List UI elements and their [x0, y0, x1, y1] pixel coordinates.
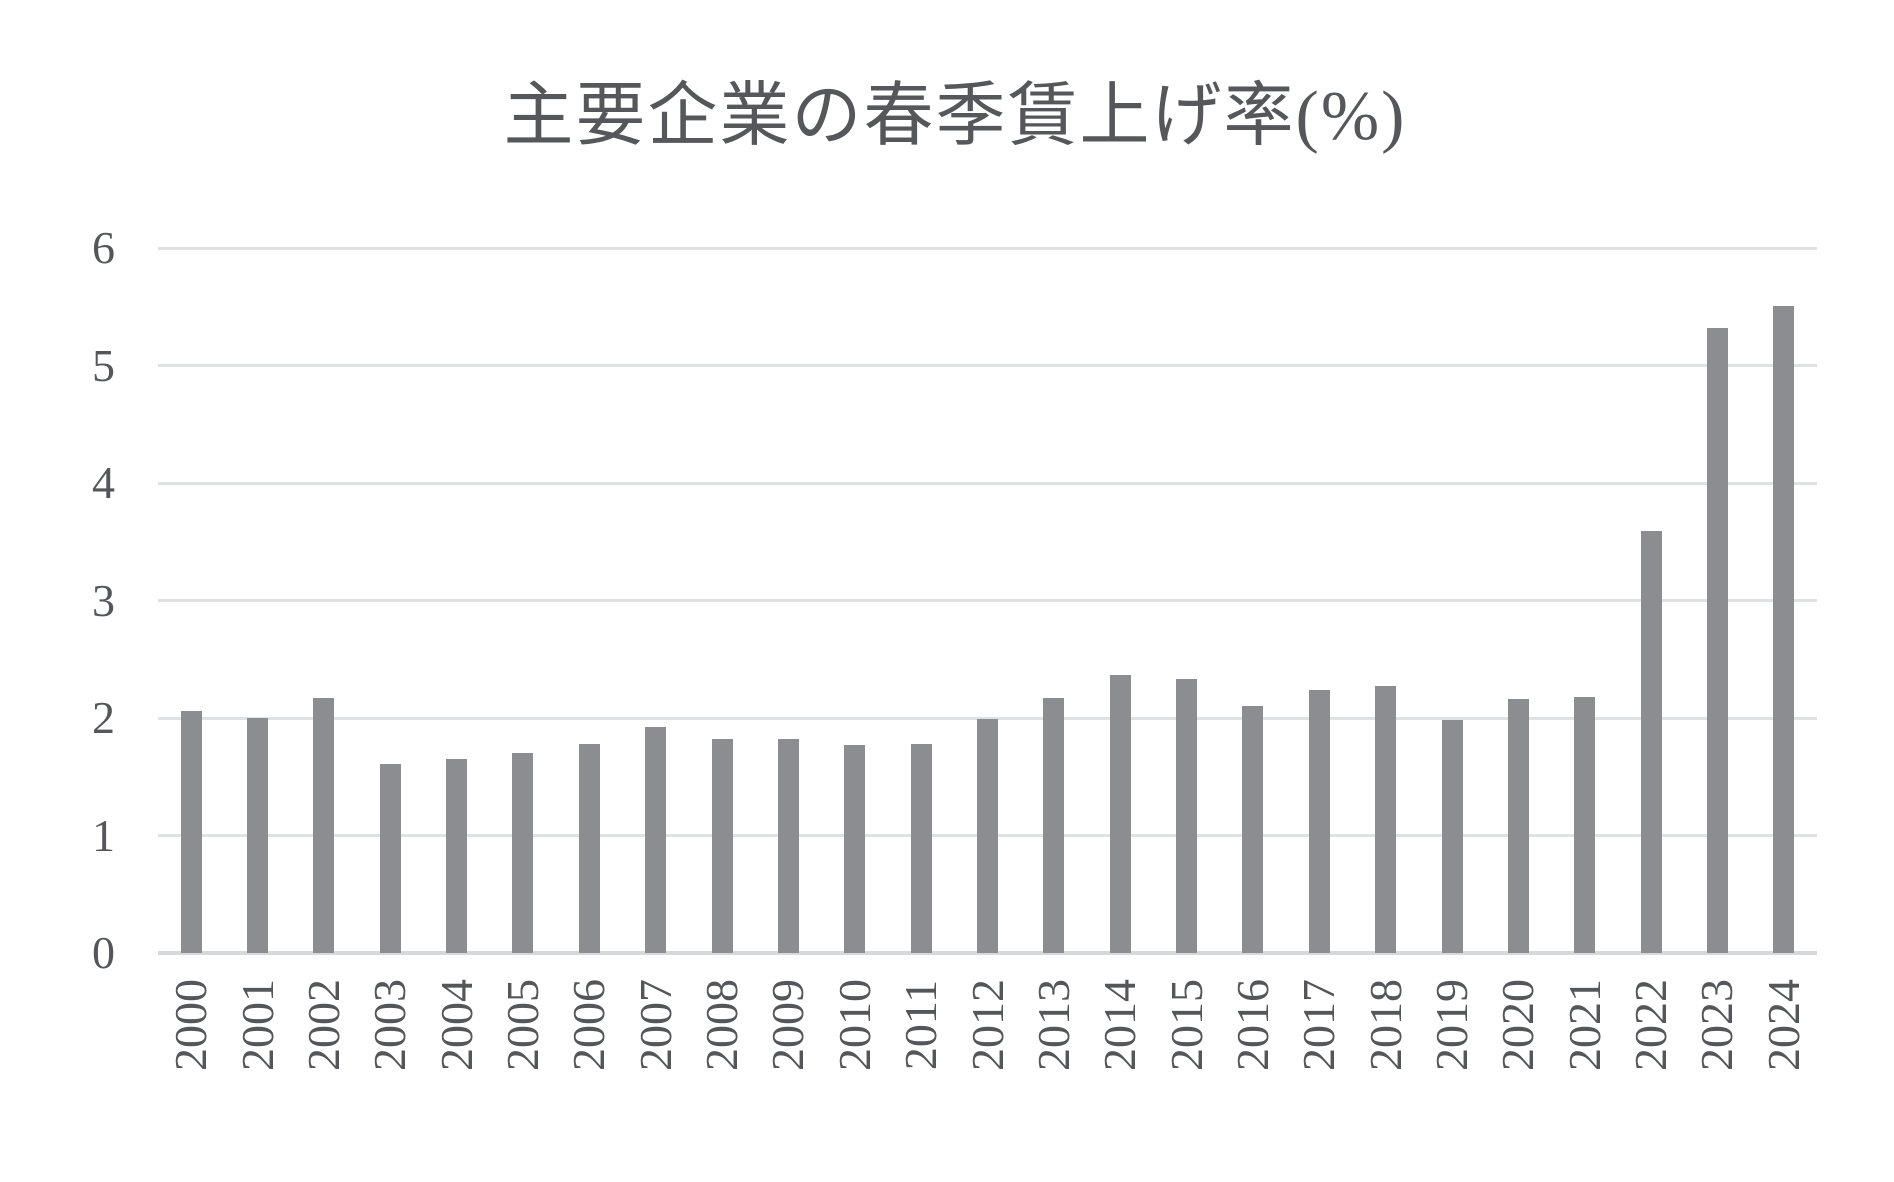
bar-2013 — [1043, 698, 1064, 953]
bar-2004 — [446, 759, 467, 953]
bar-2021 — [1574, 697, 1595, 953]
bar-2008 — [712, 739, 733, 953]
y-tick-label-2: 2 — [92, 692, 115, 743]
x-tick-label-2013: 2013 — [1028, 979, 1079, 1071]
bar-2017 — [1309, 690, 1330, 953]
x-tick-label-2005: 2005 — [497, 979, 548, 1071]
x-tick-label-2000: 2000 — [165, 979, 216, 1071]
bar-2001 — [247, 718, 268, 953]
y-tick-label-0: 0 — [92, 927, 115, 978]
x-tick-label-2003: 2003 — [364, 979, 415, 1071]
bar-2009 — [778, 739, 799, 953]
y-tick-label-6: 6 — [92, 222, 115, 273]
bar-2022 — [1641, 531, 1662, 953]
y-tick-label-3: 3 — [92, 574, 115, 626]
x-tick-label-2021: 2021 — [1559, 979, 1610, 1071]
x-tick-label-2015: 2015 — [1161, 979, 1212, 1071]
y-tick-label-1: 1 — [92, 809, 115, 861]
bar-2007 — [645, 727, 666, 953]
x-tick-label-2018: 2018 — [1360, 979, 1411, 1071]
x-tick-label-2001: 2001 — [232, 979, 283, 1071]
x-tick-label-2009: 2009 — [762, 979, 813, 1071]
x-tick-label-2011: 2011 — [895, 979, 946, 1071]
bar-2024 — [1773, 306, 1794, 953]
x-axis-line — [158, 951, 1817, 955]
x-tick-label-2017: 2017 — [1293, 979, 1344, 1071]
bar-2005 — [512, 753, 533, 953]
gridline-4 — [158, 481, 1817, 485]
x-tick-label-2023: 2023 — [1691, 979, 1742, 1071]
x-tick-label-2012: 2012 — [962, 979, 1013, 1071]
bar-2012 — [977, 719, 998, 953]
gridline-6 — [158, 246, 1817, 250]
gridline-2 — [158, 716, 1817, 720]
x-tick-label-2010: 2010 — [829, 979, 880, 1071]
gridline-3 — [158, 599, 1817, 602]
x-tick-label-2004: 2004 — [431, 979, 482, 1071]
gridline-5 — [158, 364, 1817, 367]
bar-2014 — [1110, 675, 1131, 953]
bar-2023 — [1707, 328, 1728, 953]
x-tick-label-2006: 2006 — [563, 979, 614, 1071]
x-tick-label-2008: 2008 — [696, 979, 747, 1071]
bar-2019 — [1442, 720, 1463, 953]
y-tick-label-4: 4 — [92, 457, 115, 508]
x-tick-label-2022: 2022 — [1625, 979, 1676, 1071]
x-tick-label-2019: 2019 — [1426, 979, 1477, 1071]
bar-2018 — [1375, 686, 1396, 953]
bar-2010 — [844, 745, 865, 953]
chart-title: 主要企業の春季賃上げ率(%) — [503, 78, 1407, 155]
x-tick-label-2020: 2020 — [1492, 979, 1543, 1071]
x-tick-label-2016: 2016 — [1227, 979, 1278, 1071]
x-tick-label-2014: 2014 — [1094, 979, 1145, 1071]
bar-2003 — [380, 764, 401, 953]
bar-2000 — [181, 711, 202, 953]
bar-2020 — [1508, 699, 1529, 953]
y-tick-label-5: 5 — [92, 339, 115, 391]
bar-2015 — [1176, 679, 1197, 953]
bar-2006 — [579, 744, 600, 953]
x-tick-label-2007: 2007 — [630, 979, 681, 1071]
x-tick-label-2024: 2024 — [1758, 979, 1809, 1071]
bar-2016 — [1242, 706, 1263, 953]
x-tick-label-2002: 2002 — [298, 979, 349, 1071]
bar-2011 — [911, 744, 932, 953]
bar-2002 — [313, 698, 334, 953]
